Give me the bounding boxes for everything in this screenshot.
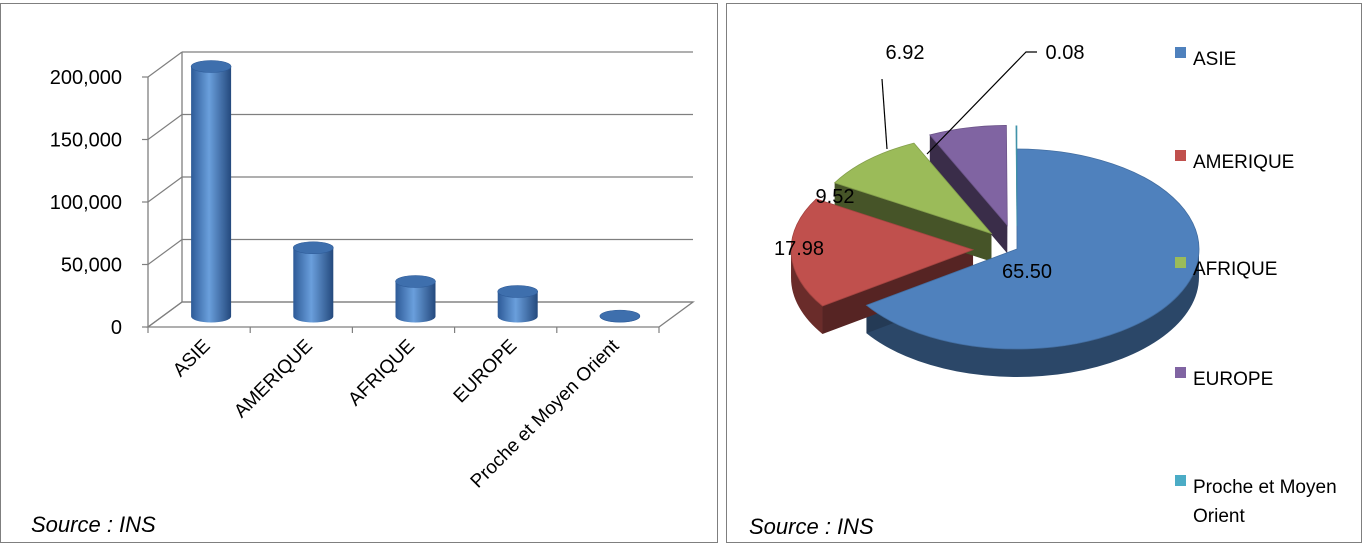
gridline-side (147, 239, 183, 265)
pie-source-note: Source : INS (749, 514, 874, 539)
bar (395, 275, 436, 323)
bar (190, 60, 232, 323)
pie-chart-panel: 65.50 17.98 9.52 6.92 0.08 ASIE AMERIQUE AFRIQU… (726, 3, 1362, 543)
y-tick-label: 100,000 (50, 192, 122, 214)
bar-body (293, 247, 334, 323)
bar (292, 241, 334, 323)
x-category-label: AMERIQUE (230, 336, 317, 423)
slice-cut (834, 182, 992, 262)
leader-line (881, 78, 888, 150)
slice-cut (822, 249, 974, 334)
y-tick-label: 200,000 (50, 67, 122, 89)
pie-slice (790, 198, 975, 307)
bar-body (191, 66, 232, 323)
data-label: 6.92 (886, 42, 925, 64)
legend-label: AFRIQUE (1193, 259, 1277, 280)
legend-label: AMERIQUE (1193, 152, 1294, 173)
pie-slice (865, 148, 1200, 350)
pie-slices (790, 125, 1200, 377)
legend-swatch (1175, 367, 1186, 378)
bar-top (395, 275, 436, 288)
x-category-label: ASIE (169, 336, 214, 381)
bar-top (497, 285, 539, 298)
pie-slice (833, 142, 993, 235)
data-label: 17.98 (774, 238, 824, 260)
gridline-side (147, 51, 183, 78)
gridline-side (147, 176, 183, 203)
pie-chart: 65.50 17.98 9.52 6.92 0.08 ASIE AMERIQUE AFRIQU… (774, 42, 1337, 527)
bar-body (395, 281, 436, 323)
bar-top (190, 60, 232, 73)
gridline-side (147, 301, 183, 328)
bar-top (599, 309, 641, 323)
bar (599, 309, 641, 323)
legend-label: ASIE (1193, 49, 1236, 70)
leader-line (926, 51, 1037, 155)
bar-body (497, 291, 538, 323)
pie-slice (1015, 125, 1018, 226)
y-tick-label: 50,000 (61, 255, 122, 277)
gridline-side (147, 114, 183, 140)
slice-cut (929, 134, 1008, 254)
bar (497, 285, 539, 323)
bar-top (292, 241, 334, 255)
bar-source-note: Source : INS (31, 512, 156, 537)
bar-chart-panel: 0 50,000 100,000 150,000 200,000 ASIE AMERIQUE… (0, 3, 718, 543)
legend-label: EUROPE (1193, 369, 1273, 390)
pie-slice (929, 125, 1008, 227)
slice-rim (791, 249, 823, 334)
legend-label: Orient (1193, 506, 1245, 527)
data-label: 9.52 (816, 186, 855, 208)
legend-swatch (1175, 150, 1186, 161)
x-category-label: AFRIQUE (344, 336, 419, 411)
data-label: 0.08 (1046, 42, 1085, 64)
bar-chart: 0 50,000 100,000 150,000 200,000 ASIE AMERIQUE… (50, 51, 695, 492)
legend-swatch (1175, 47, 1186, 58)
legend-swatch (1175, 475, 1186, 486)
data-label: 65.50 (1002, 261, 1052, 283)
y-tick-label: 150,000 (50, 130, 122, 152)
legend-label: Proche et Moyen (1193, 477, 1337, 498)
y-tick-label: 0 (111, 317, 122, 339)
legend-swatch (1175, 257, 1186, 268)
slice-rim (866, 249, 1199, 377)
x-category-label: EUROPE (450, 336, 522, 408)
